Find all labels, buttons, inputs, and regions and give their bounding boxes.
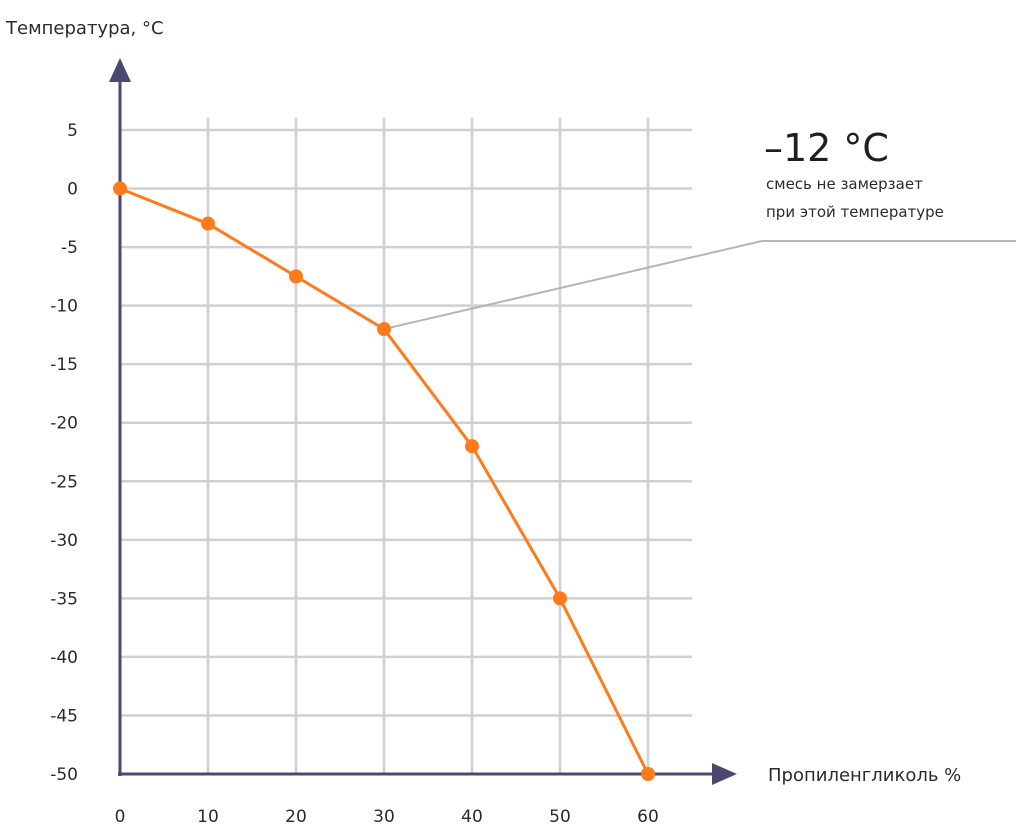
y-tick-label: -30 <box>50 531 78 551</box>
y-tick-label: -5 <box>61 238 78 258</box>
x-tick-label: 30 <box>373 807 395 827</box>
data-point <box>377 322 391 337</box>
x-tick-label: 0 <box>115 807 126 827</box>
data-point <box>201 216 215 231</box>
callout-value: –12 °C <box>764 126 889 170</box>
grid-lines <box>120 118 692 774</box>
y-tick-label: 0 <box>67 180 78 200</box>
data-point <box>641 767 655 781</box>
y-tick-label: -15 <box>50 355 78 375</box>
x-tick-label: 60 <box>637 807 659 827</box>
data-point <box>465 439 479 454</box>
y-tick-label: -40 <box>50 648 78 668</box>
y-tick-label: -20 <box>50 414 78 434</box>
y-tick-label: -50 <box>50 765 78 785</box>
x-tick-label: 40 <box>461 807 483 827</box>
data-point <box>113 181 127 196</box>
callout-text-line2: при этой температуре <box>766 203 944 221</box>
y-tick-label: -45 <box>50 706 78 726</box>
x-tick-label: 50 <box>549 807 571 827</box>
y-axis-title: Температура, °С <box>5 18 164 39</box>
data-point <box>289 269 303 284</box>
callout-leader-line <box>383 240 1016 331</box>
y-tick-label: -10 <box>50 297 78 317</box>
x-axis-title: Пропиленгликоль % <box>768 765 961 786</box>
x-tick-label: 20 <box>285 807 307 827</box>
y-tick-labels: 5 0 -5 -10 -15 -20 -25 -30 -35 -40 -45 -50 <box>50 121 78 785</box>
series-temperature <box>113 181 655 781</box>
data-point <box>553 591 567 606</box>
y-tick-label: -25 <box>50 472 78 492</box>
callout-text-line1: смесь не замерзает <box>766 175 923 193</box>
y-tick-label: 5 <box>67 121 78 141</box>
y-axis-arrow <box>109 58 131 82</box>
y-tick-label: -35 <box>50 589 78 609</box>
x-tick-labels: 0 10 20 30 40 50 60 <box>115 807 659 827</box>
x-tick-label: 10 <box>197 807 219 827</box>
x-axis-arrow <box>712 763 737 785</box>
